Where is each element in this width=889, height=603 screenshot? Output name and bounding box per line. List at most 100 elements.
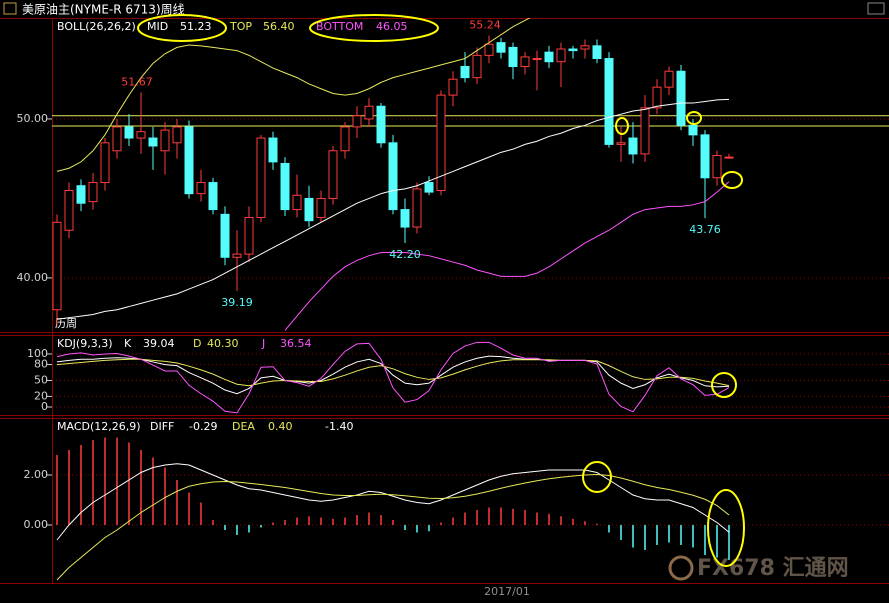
candle-body	[592, 45, 602, 60]
price-annotation: 55.24	[469, 19, 501, 32]
y-tick-label: 50	[34, 373, 48, 386]
candle-body	[220, 213, 230, 258]
candle-body	[652, 86, 662, 109]
candle-body	[172, 126, 182, 144]
legend-value: 51.23	[180, 20, 212, 33]
candle-body	[676, 70, 686, 126]
y-tick-label: 80	[34, 358, 48, 371]
indicator-line	[56, 473, 730, 581]
price-annotation: 42.20	[389, 248, 421, 261]
candle-body	[232, 253, 242, 258]
candle-body	[664, 70, 674, 88]
candle-body	[604, 58, 614, 145]
panel-borders	[0, 18, 889, 584]
y-tick-label: 2.00	[24, 468, 49, 481]
candle-body	[100, 142, 110, 184]
candle-body	[496, 42, 506, 53]
legend-value: 40.30	[207, 337, 239, 350]
candle-body	[88, 182, 98, 203]
candle-body	[472, 54, 482, 79]
candle-body	[532, 58, 542, 61]
legend-value: -1.40	[325, 420, 353, 433]
candle-body	[196, 182, 206, 195]
candle-body	[328, 150, 338, 199]
y-tick-label: 0	[41, 400, 48, 413]
candle-body	[568, 48, 578, 52]
candle-body	[508, 46, 518, 67]
candle-body	[52, 221, 62, 311]
legend-value: 56.40	[263, 20, 295, 33]
legend-value: 46.05	[376, 20, 408, 33]
indicator-line	[56, 355, 730, 395]
x-tick-label: 2017/01	[484, 585, 530, 598]
candle-body	[616, 142, 626, 145]
app-icon	[3, 2, 17, 15]
legend-name: BOTTOM	[316, 20, 363, 33]
legend-indicator: KDJ(9,3,3)	[57, 337, 113, 350]
candle-body	[688, 124, 698, 136]
legend-name: J	[261, 337, 265, 350]
indicator-line	[56, 341, 730, 414]
candle-body	[448, 78, 458, 96]
candle-body	[436, 94, 446, 192]
candle-body	[484, 43, 494, 56]
candle-body	[424, 182, 434, 193]
candle-body	[268, 137, 278, 163]
legend-value: -0.29	[189, 420, 217, 433]
y-tick-label: 20	[34, 389, 48, 402]
candle-body	[520, 56, 530, 67]
candle-body	[388, 142, 398, 211]
window-button[interactable]	[867, 2, 885, 15]
legend-name: MID	[147, 20, 168, 33]
candle-body	[256, 137, 266, 219]
candle-body	[136, 131, 146, 139]
candle-body	[184, 126, 194, 195]
period-label: 历周	[55, 317, 77, 330]
candle-body	[148, 137, 158, 147]
candle-body	[712, 155, 722, 179]
candle-body	[640, 107, 650, 155]
watermark: FX678 汇通网	[668, 555, 849, 581]
candle-body	[304, 197, 314, 222]
price-annotation: 43.76	[689, 223, 721, 236]
indicator-line	[56, 463, 730, 541]
price-annotation: 51.67	[121, 75, 153, 88]
candle-body	[580, 45, 590, 50]
candle-body	[364, 105, 374, 120]
candle-body	[280, 162, 290, 211]
candle-body	[628, 137, 638, 155]
indicator-line	[56, 18, 531, 172]
window-title: 美原油主(NYME-R 6713)周线	[22, 3, 185, 17]
y-tick-label: 0.00	[24, 518, 49, 531]
legend-indicator: BOLL(26,26,2)	[57, 20, 136, 33]
legend-name: D	[193, 337, 201, 350]
candle-body	[544, 51, 554, 63]
y-tick-label: 50.00	[17, 112, 49, 125]
legend-name: DEA	[232, 420, 255, 433]
candle-body	[352, 115, 362, 128]
candle-body	[316, 197, 326, 219]
legend-name: K	[124, 337, 132, 350]
legend-name: DIFF	[150, 420, 174, 433]
candle-body	[208, 182, 218, 211]
y-tick-label: 40.00	[17, 271, 49, 284]
candle-body	[376, 105, 386, 144]
y-tick-label: 100	[27, 347, 48, 360]
legend-name: TOP	[229, 20, 252, 33]
price-annotation: 39.19	[221, 296, 253, 309]
candle-body	[412, 188, 422, 228]
candle-body	[460, 65, 470, 79]
highlight-circles	[137, 14, 745, 567]
candle-body	[724, 156, 734, 159]
candle-body	[124, 126, 134, 139]
candle-body	[340, 126, 350, 152]
legend-value: 36.54	[280, 337, 312, 350]
legend-indicator: MACD(12,26,9)	[57, 420, 141, 433]
legend-value: 0.40	[268, 420, 293, 433]
watermark-text: FX678 汇通网	[697, 556, 849, 581]
candle-body	[112, 126, 122, 152]
legend-value: 39.04	[143, 337, 175, 350]
